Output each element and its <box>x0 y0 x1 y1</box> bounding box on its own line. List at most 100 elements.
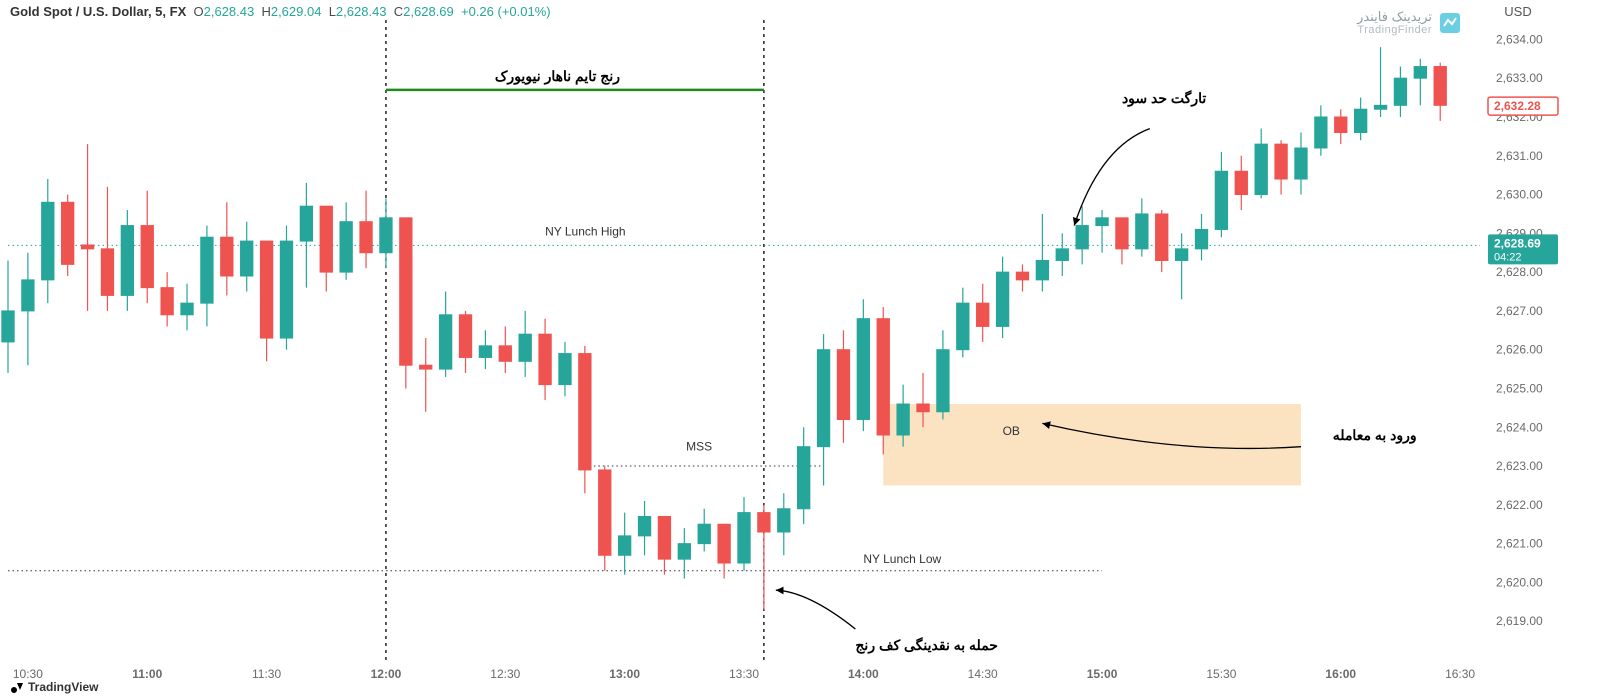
candle[interactable] <box>400 218 412 365</box>
candle[interactable] <box>380 218 392 253</box>
candle[interactable] <box>917 404 929 412</box>
price-tick: 2,619.00 <box>1496 614 1543 628</box>
candle[interactable] <box>1056 249 1068 261</box>
candle[interactable] <box>1394 78 1406 105</box>
candle[interactable] <box>678 544 690 560</box>
candle[interactable] <box>141 226 153 288</box>
candle[interactable] <box>300 206 312 241</box>
candle[interactable] <box>1136 214 1148 249</box>
price-tick: 2,624.00 <box>1496 420 1543 434</box>
candle[interactable] <box>1076 226 1088 249</box>
candle[interactable] <box>718 524 730 563</box>
candle[interactable] <box>201 237 213 303</box>
candle[interactable] <box>499 346 511 362</box>
candle[interactable] <box>638 516 650 535</box>
candle[interactable] <box>937 350 949 412</box>
candle[interactable] <box>280 241 292 338</box>
candle[interactable] <box>241 241 253 276</box>
candle[interactable] <box>579 354 591 470</box>
candle[interactable] <box>1354 109 1366 132</box>
candle[interactable] <box>857 319 869 420</box>
price-tick: 2,626.00 <box>1496 343 1543 357</box>
candle[interactable] <box>1195 229 1207 248</box>
time-tick: 12:30 <box>490 667 520 681</box>
price-tick: 2,631.00 <box>1496 149 1543 163</box>
candle[interactable] <box>1414 67 1426 79</box>
candle[interactable] <box>778 509 790 532</box>
candle[interactable] <box>479 346 491 358</box>
price-tick: 2,623.00 <box>1496 459 1543 473</box>
candle[interactable] <box>340 222 352 272</box>
candle[interactable] <box>738 513 750 563</box>
candle[interactable] <box>758 513 770 532</box>
candle[interactable] <box>101 249 113 296</box>
time-tick: 15:00 <box>1087 667 1118 681</box>
candle[interactable] <box>618 536 630 555</box>
time-tick: 16:00 <box>1325 667 1356 681</box>
candle[interactable] <box>996 272 1008 326</box>
candle[interactable] <box>1275 144 1287 179</box>
candle[interactable] <box>877 319 889 435</box>
candle[interactable] <box>1295 148 1307 179</box>
candle[interactable] <box>81 245 93 249</box>
candlestick-chart[interactable]: 2,619.002,620.002,621.002,622.002,623.00… <box>0 0 1600 700</box>
sweep-annotation: حمله به نقدینگی کف رنج <box>855 637 998 654</box>
price-tick: 2,634.00 <box>1496 32 1543 46</box>
price-tick: 2,622.00 <box>1496 498 1543 512</box>
time-tick: 11:30 <box>252 667 281 681</box>
symbol-title[interactable]: Gold Spot / U.S. Dollar, 5, FX <box>10 4 186 19</box>
price-tick: 2,625.00 <box>1496 381 1543 395</box>
candle[interactable] <box>260 241 272 338</box>
candle[interactable] <box>1175 249 1187 261</box>
candle[interactable] <box>439 315 451 369</box>
candle[interactable] <box>1235 171 1247 194</box>
chart-header: Gold Spot / U.S. Dollar, 5, FX O2,628.43… <box>10 4 551 19</box>
candle[interactable] <box>658 516 670 559</box>
candle[interactable] <box>1315 117 1327 148</box>
candle[interactable] <box>798 447 810 509</box>
candle[interactable] <box>539 334 551 384</box>
price-tick: 2,621.00 <box>1496 537 1543 551</box>
candle[interactable] <box>22 280 34 311</box>
candle[interactable] <box>121 226 133 296</box>
candle[interactable] <box>2 311 14 342</box>
candle[interactable] <box>1036 260 1048 279</box>
candle[interactable] <box>897 404 909 435</box>
candle[interactable] <box>817 350 829 447</box>
ob-zone <box>883 404 1301 485</box>
price-tick: 2,633.00 <box>1496 71 1543 85</box>
candle[interactable] <box>1096 218 1108 226</box>
candle[interactable] <box>1215 171 1227 229</box>
candle[interactable] <box>977 303 989 326</box>
candle[interactable] <box>599 470 611 555</box>
candle[interactable] <box>221 237 233 276</box>
svg-text:2,628.69: 2,628.69 <box>1494 236 1541 250</box>
time-tick: 13:00 <box>609 667 640 681</box>
candle[interactable] <box>1335 117 1347 133</box>
range-title-annotation: رنج تایم ناهار نیویورک <box>495 68 620 85</box>
candle[interactable] <box>459 315 471 358</box>
candle[interactable] <box>360 222 372 253</box>
candle[interactable] <box>161 288 173 315</box>
candle[interactable] <box>837 350 849 420</box>
candle[interactable] <box>181 303 193 315</box>
chart-small-label: NY Lunch High <box>545 224 626 238</box>
candle[interactable] <box>1116 218 1128 249</box>
chart-small-label: NY Lunch Low <box>863 552 941 566</box>
candle[interactable] <box>519 334 531 361</box>
time-tick: 12:00 <box>371 667 402 681</box>
candle[interactable] <box>1016 272 1028 280</box>
candle[interactable] <box>1255 144 1267 194</box>
price-tick: 2,630.00 <box>1496 188 1543 202</box>
candle[interactable] <box>1156 214 1168 261</box>
candle[interactable] <box>1434 67 1446 106</box>
candle[interactable] <box>1374 105 1386 109</box>
candle[interactable] <box>42 202 54 280</box>
candle[interactable] <box>420 365 432 369</box>
candle[interactable] <box>320 206 332 272</box>
candle[interactable] <box>957 303 969 350</box>
candle[interactable] <box>62 202 74 264</box>
candle[interactable] <box>698 524 710 543</box>
svg-text:2,632.28: 2,632.28 <box>1494 99 1541 113</box>
candle[interactable] <box>559 354 571 385</box>
